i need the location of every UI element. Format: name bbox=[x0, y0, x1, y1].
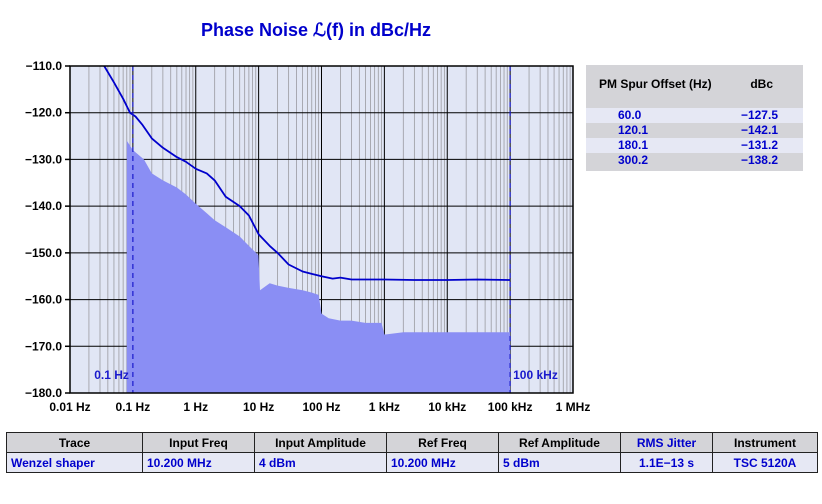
spur-dbc: −138.2 bbox=[740, 153, 778, 167]
y-tick-label: −110.0 bbox=[26, 59, 63, 73]
phase-noise-chart: Phase Noise ℒ(f) in dBc/Hz 0.1 Hz 100 kHz… bbox=[25, 20, 590, 414]
marker-layer: 0.1 Hz 100 kHz bbox=[94, 66, 558, 393]
y-tick-label: −170.0 bbox=[25, 339, 62, 353]
header-input-freq: Input Freq bbox=[142, 432, 255, 453]
header-input-amplitude: Input Amplitude bbox=[254, 432, 387, 453]
spur-dbc: −131.2 bbox=[740, 138, 778, 152]
x-tick-label: 1 Hz bbox=[183, 400, 208, 414]
spur-row: 60.0 −127.5 bbox=[586, 108, 803, 123]
x-tick-label: 1 MHz bbox=[556, 400, 591, 414]
x-tick-label: 100 kHz bbox=[488, 400, 533, 414]
input-amplitude-value: 4 dBm bbox=[254, 452, 387, 473]
x-tick-label: 1 kHz bbox=[369, 400, 400, 414]
spur-offset-header: PM Spur Offset (Hz) bbox=[599, 77, 712, 91]
spur-offset: 60.0 bbox=[618, 108, 642, 122]
header-ref-amplitude: Ref Amplitude bbox=[498, 432, 621, 453]
y-axis: −110.0 −120.0 −130.0 −140.0 −150.0 −160.0 −170… bbox=[25, 59, 70, 400]
header-ref-freq: Ref Freq bbox=[386, 432, 499, 453]
x-tick-label: 0.01 Hz bbox=[49, 400, 90, 414]
info-data-row: Wenzel shaper 10.200 MHz 4 dBm 10.200 MH… bbox=[6, 452, 818, 473]
spur-offset: 300.2 bbox=[618, 153, 649, 167]
x-tick-label: 0.1 Hz bbox=[116, 400, 151, 414]
y-tick-label: −150.0 bbox=[25, 246, 62, 260]
spur-dbc: −142.1 bbox=[740, 123, 778, 137]
y-tick-label: −130.0 bbox=[25, 152, 62, 166]
input-freq-value: 10.200 MHz bbox=[142, 452, 255, 473]
ref-freq-value: 10.200 MHz bbox=[386, 452, 499, 473]
noise-floor-area bbox=[126, 140, 511, 393]
x-tick-label: 10 kHz bbox=[428, 400, 466, 414]
y-tick-label: −120.0 bbox=[25, 106, 62, 120]
trace-name: Wenzel shaper bbox=[6, 452, 143, 473]
y-tick-label: −160.0 bbox=[25, 293, 62, 307]
phase-noise-trace bbox=[103, 66, 511, 281]
plot-border bbox=[69, 65, 574, 394]
range-marker-label: 0.1 Hz bbox=[94, 368, 129, 382]
spur-dbc: −127.5 bbox=[740, 108, 778, 122]
ref-amplitude-value: 5 dBm bbox=[498, 452, 621, 473]
info-header-row: Trace Input Freq Input Amplitude Ref Fre… bbox=[6, 432, 818, 453]
header-trace: Trace bbox=[6, 432, 143, 453]
x-tick-label: 10 Hz bbox=[243, 400, 274, 414]
y-tick-label: −140.0 bbox=[25, 199, 62, 213]
measurement-info-table: Trace Input Freq Input Amplitude Ref Fre… bbox=[6, 432, 818, 473]
header-rms-jitter: RMS Jitter bbox=[620, 432, 713, 453]
series-layer bbox=[103, 66, 511, 393]
rms-jitter-value: 1.1E−13 s bbox=[620, 452, 713, 473]
header-instrument: Instrument bbox=[712, 432, 818, 453]
spur-offset: 120.1 bbox=[618, 123, 649, 137]
spur-dbc-header: dBc bbox=[750, 77, 773, 91]
range-marker-label: 100 kHz bbox=[513, 368, 558, 382]
chart-title: Phase Noise ℒ(f) in dBc/Hz bbox=[201, 20, 431, 40]
x-axis: 0.01 Hz 0.1 Hz 1 Hz 10 Hz 100 Hz 1 kHz 10 kHz 1… bbox=[49, 400, 590, 414]
y-tick-label: −180.0 bbox=[25, 386, 62, 400]
spur-row: 120.1 −142.1 bbox=[586, 123, 803, 138]
instrument-value: TSC 5120A bbox=[712, 452, 818, 473]
pm-spur-table: PM Spur Offset (Hz) dBc 60.0 −127.5 120.… bbox=[586, 65, 803, 171]
spur-rows: 60.0 −127.5 120.1 −142.1 180.1 −131.2 30… bbox=[586, 108, 803, 168]
spur-row: 300.2 −138.2 bbox=[586, 153, 803, 168]
spur-row: 180.1 −131.2 bbox=[586, 138, 803, 153]
x-tick-label: 100 Hz bbox=[302, 400, 340, 414]
spur-offset: 180.1 bbox=[618, 138, 649, 152]
